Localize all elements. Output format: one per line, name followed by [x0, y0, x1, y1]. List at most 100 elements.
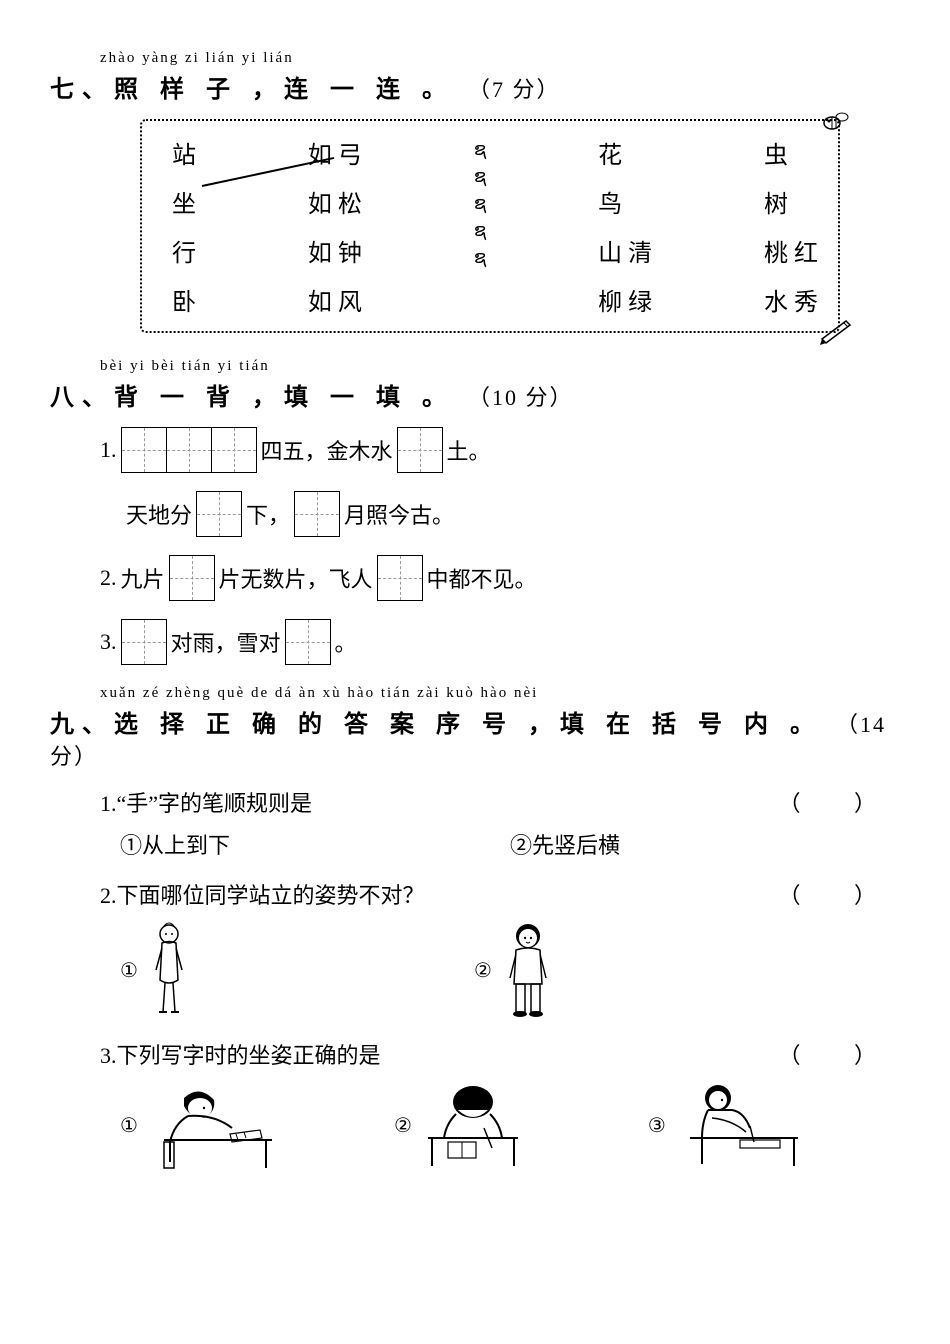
- q8-1a: 1. 四五，金木水 土。: [100, 427, 900, 473]
- q-num: 1.: [100, 791, 117, 816]
- q-text: 四五，金木水: [261, 434, 393, 466]
- q-text: 下，: [246, 498, 290, 530]
- divider-shape: ຊ: [474, 220, 486, 241]
- q-text: 。: [335, 626, 357, 658]
- match-col-left1: 站 坐 行 卧: [172, 135, 196, 317]
- section-8-body: 1. 四五，金木水 土。 天地分 下， 月照今古。 2. 九片 片无数片，飞人 …: [100, 427, 900, 665]
- match-item: 山 清: [598, 233, 652, 268]
- option-num: ①: [120, 958, 138, 983]
- tian-box: [294, 491, 340, 537]
- section-7-title: 七、照 样 子 ，连 一 连 。: [50, 77, 454, 103]
- match-item: 坐: [172, 184, 196, 219]
- q-text: 片无数片，飞人: [219, 562, 373, 594]
- section-7-heading: 七、照 样 子 ，连 一 连 。 （7 分）: [50, 69, 900, 104]
- option-num: ②: [474, 958, 492, 983]
- q-text: 天地分: [126, 498, 192, 530]
- tian-boxes: [121, 427, 257, 473]
- q8-1b: 天地分 下， 月照今古。: [126, 491, 900, 537]
- q-text: 对雨，雪对: [171, 626, 281, 658]
- bee-icon: [818, 107, 852, 135]
- q-text: 九片: [121, 562, 165, 594]
- match-item: 桃 红: [764, 233, 818, 268]
- q-stem: “手”字的笔顺规则是: [117, 791, 313, 816]
- tian-box: [212, 427, 257, 473]
- option-num: ②: [394, 1113, 412, 1138]
- match-col-right2: 虫 树 桃 红 水 秀: [764, 135, 818, 317]
- section-8-title: 八、背 一 背 ，填 一 填 。: [50, 385, 454, 411]
- option-num: ①: [120, 1113, 138, 1138]
- tian-box: [121, 427, 167, 473]
- match-item: 树: [764, 184, 818, 219]
- q-text: 月照今古。: [344, 498, 454, 530]
- match-item: 水 秀: [764, 282, 818, 317]
- divider-shape: ຊ: [474, 247, 486, 268]
- option-2: ②: [394, 1080, 528, 1170]
- q-text: 3.下列写字时的坐姿正确的是: [100, 1038, 381, 1070]
- matching-columns: 站 坐 行 卧 如 弓 如 松 如 钟 如 风 ຊ ຊ ຊ ຊ ຊ 花 鸟 山 …: [172, 135, 818, 317]
- divider-shape: ຊ: [474, 139, 486, 160]
- q-num: 3.: [100, 629, 117, 655]
- option-2: ②先竖后横: [510, 828, 620, 860]
- tian-box: [285, 619, 331, 665]
- head-down-writing-icon: [418, 1080, 528, 1170]
- option-3: ③: [648, 1080, 802, 1170]
- option-num: ③: [648, 1113, 666, 1138]
- q9-1-options: ①从上到下 ②先竖后横: [120, 828, 900, 860]
- option-1: ①从上到下: [120, 828, 230, 860]
- section-9-pinyin: xuǎn zé zhèng què de dá àn xù hào tián z…: [100, 685, 900, 702]
- q9-2-options: ① ②: [120, 920, 900, 1020]
- section-9-title: 九、选 择 正 确 的 答 案 序 号 ，填 在 括 号 内 。: [50, 712, 822, 738]
- q-num: 2.: [100, 883, 117, 908]
- section-8-header: bèi yi bèi tián yi tián 八、背 一 背 ，填 一 填 。…: [50, 358, 900, 412]
- match-item: 行: [172, 233, 196, 268]
- section-7-pinyin: zhào yàng zi lián yi lián: [100, 50, 900, 67]
- divider-shape: ຊ: [474, 193, 486, 214]
- matching-box: 站 坐 行 卧 如 弓 如 松 如 钟 如 风 ຊ ຊ ຊ ຊ ຊ 花 鸟 山 …: [140, 119, 840, 333]
- match-item: 花: [598, 135, 652, 170]
- match-item: 虫: [764, 135, 818, 170]
- section-7-header: zhào yàng zi lián yi lián 七、照 样 子 ，连 一 连…: [50, 50, 900, 104]
- match-item: 如 风: [308, 282, 362, 317]
- section-7-points: （7 分）: [468, 77, 561, 102]
- standing-girl-icon: [144, 920, 194, 1020]
- q-num: 1.: [100, 437, 117, 463]
- match-item: 如 松: [308, 184, 362, 219]
- match-item: 站: [172, 135, 196, 170]
- section-8-points: （10 分）: [468, 385, 574, 410]
- q9-1-question: 1.“手”字的笔顺规则是 （ ）: [100, 786, 900, 818]
- q9-1: 1.“手”字的笔顺规则是 （ ） ①从上到下 ②先竖后横: [100, 786, 900, 860]
- q-text: 1.“手”字的笔顺规则是: [100, 786, 312, 818]
- slouching-girl-icon: [498, 920, 558, 1020]
- q9-3-question: 3.下列写字时的坐姿正确的是 （ ）: [100, 1038, 900, 1070]
- option-1: ①: [120, 1080, 274, 1170]
- tian-box: [167, 427, 212, 473]
- section-8-pinyin: bèi yi bèi tián yi tián: [100, 358, 900, 375]
- section-8-heading: 八、背 一 背 ，填 一 填 。 （10 分）: [50, 377, 900, 412]
- upright-writing-icon: [672, 1080, 802, 1170]
- tian-box: [397, 427, 443, 473]
- q-stem: 下面哪位同学站立的姿势不对？: [117, 883, 425, 908]
- section-9-body: 1.“手”字的笔顺规则是 （ ） ①从上到下 ②先竖后横 2.下面哪位同学站立的…: [100, 786, 900, 1170]
- slouched-writing-icon: [144, 1080, 274, 1170]
- match-col-right1: 花 鸟 山 清 柳 绿: [598, 135, 652, 317]
- q-text: 2.下面哪位同学站立的姿势不对？: [100, 878, 425, 910]
- q-stem: 下列写字时的坐姿正确的是: [117, 1043, 381, 1068]
- match-item: 柳 绿: [598, 282, 652, 317]
- q9-2: 2.下面哪位同学站立的姿势不对？ （ ） ① ②: [100, 878, 900, 1020]
- option-1: ①: [120, 920, 194, 1020]
- pencil-icon: [818, 315, 854, 345]
- tian-box: [121, 619, 167, 665]
- match-item: 鸟: [598, 184, 652, 219]
- answer-paren: （ ）: [778, 1038, 900, 1070]
- q9-2-question: 2.下面哪位同学站立的姿势不对？ （ ）: [100, 878, 900, 910]
- divider-decor: ຊ ຊ ຊ ຊ ຊ: [474, 135, 486, 317]
- section-9-heading: 九、选 择 正 确 的 答 案 序 号 ，填 在 括 号 内 。 （14 分）: [50, 704, 900, 771]
- match-item: 如 钟: [308, 233, 362, 268]
- answer-paren: （ ）: [778, 786, 900, 818]
- tian-box: [169, 555, 215, 601]
- tian-box: [196, 491, 242, 537]
- match-item: 如 弓: [308, 135, 362, 170]
- q-num: 3.: [100, 1043, 117, 1068]
- q-text: 中都不见。: [427, 562, 537, 594]
- section-9-header: xuǎn zé zhèng què de dá àn xù hào tián z…: [50, 685, 900, 771]
